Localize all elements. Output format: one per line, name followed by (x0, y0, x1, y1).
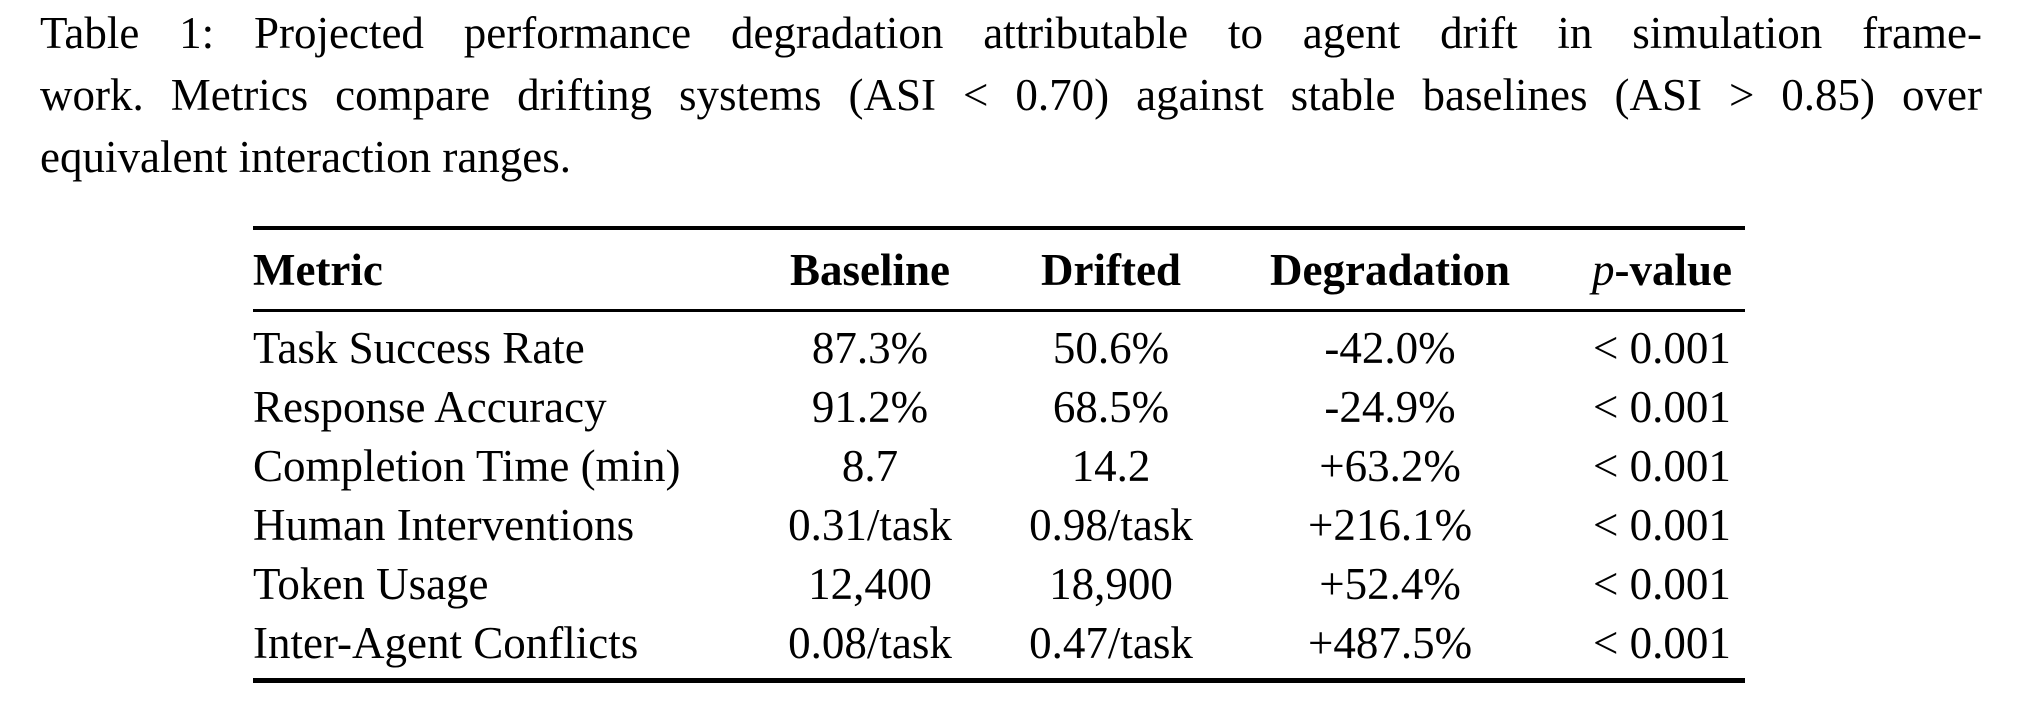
value-cell: +52.4% (1319, 558, 1461, 609)
column-header-metric: Metric (253, 228, 719, 312)
table-header: Metric Baseline Drifted Degradation p-value (253, 228, 1745, 312)
value-cell: 68.5% (1052, 381, 1170, 432)
table-row: Task Success Rate 87.3% 50.6% -42.0% < 0.001 (253, 311, 1745, 378)
results-table-wrapper: Metric Baseline Drifted Degradation p-value … (253, 226, 1745, 683)
value-cell: 0.31/task (788, 499, 952, 550)
table-caption: Table 1: Projected performance degradati… (40, 2, 1982, 188)
value-cell: +63.2% (1319, 440, 1461, 491)
table-row: Human Interventions 0.31/task 0.98/task +21… (253, 495, 1745, 554)
caption-line-2: work. Metrics compare drifting systems (… (40, 70, 1982, 120)
value-cell: < 0.001 (1593, 558, 1731, 609)
value-cell: 0.98/task (1029, 499, 1193, 550)
italic-header-prefix: p (1592, 244, 1615, 295)
value-cell: 91.2% (811, 381, 929, 432)
value-cell: +487.5% (1307, 617, 1473, 668)
column-header-degradation: Degradation (1201, 228, 1579, 312)
column-header-drifted: Drifted (1021, 228, 1201, 312)
value-cell: < 0.001 (1593, 322, 1731, 373)
metric-cell: Task Success Rate (253, 322, 585, 373)
column-header-baseline: Baseline (719, 228, 1021, 312)
metric-cell: Human Interventions (253, 499, 635, 550)
value-cell: < 0.001 (1593, 381, 1731, 432)
header-row: Metric Baseline Drifted Degradation p-value (253, 228, 1745, 312)
caption-line-3: equivalent interaction ranges. (40, 132, 572, 182)
value-cell: < 0.001 (1593, 499, 1731, 550)
caption-line-1: Table 1: Projected performance degradati… (40, 8, 1982, 58)
value-cell: -42.0% (1324, 322, 1456, 373)
value-cell: 18,900 (1049, 558, 1173, 609)
metric-cell: Completion Time (min) (253, 440, 681, 491)
table-body: Task Success Rate 87.3% 50.6% -42.0% < 0.001… (253, 311, 1745, 681)
value-cell: -24.9% (1324, 381, 1456, 432)
table-row: Token Usage 12,400 18,900 +52.4% < 0.001 (253, 554, 1745, 613)
value-cell: +216.1% (1307, 499, 1473, 550)
column-header-p-value: p-value (1579, 228, 1745, 312)
metric-cell: Token Usage (253, 558, 489, 609)
value-cell: 0.47/task (1029, 617, 1193, 668)
value-cell: 50.6% (1052, 322, 1170, 373)
value-cell: < 0.001 (1593, 440, 1731, 491)
value-cell: < 0.001 (1593, 617, 1731, 668)
value-cell: 0.08/task (788, 617, 952, 668)
table-row: Inter-Agent Conflicts 0.08/task 0.47/task +… (253, 613, 1745, 681)
value-cell: 87.3% (811, 322, 929, 373)
table-row: Completion Time (min) 8.7 14.2 +63.2% < 0.00… (253, 436, 1745, 495)
metric-cell: Inter-Agent Conflicts (253, 617, 639, 668)
value-cell: 8.7 (841, 440, 899, 491)
table-row: Response Accuracy 91.2% 68.5% -24.9% < 0.001 (253, 377, 1745, 436)
value-cell: 12,400 (808, 558, 932, 609)
results-table: Metric Baseline Drifted Degradation p-value … (253, 226, 1745, 683)
metric-cell: Response Accuracy (253, 381, 607, 432)
value-cell: 14.2 (1071, 440, 1151, 491)
